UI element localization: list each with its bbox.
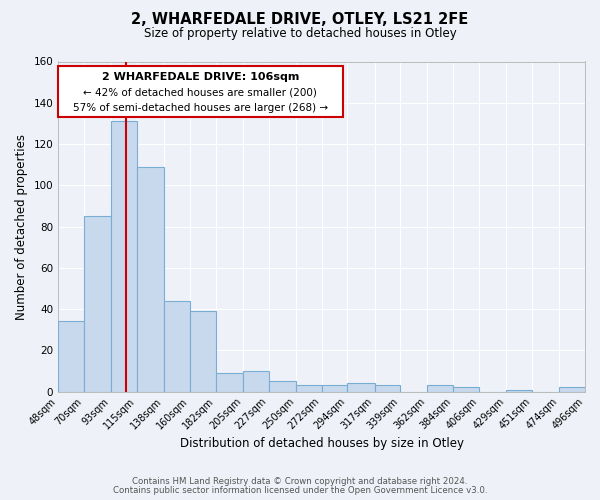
Text: Size of property relative to detached houses in Otley: Size of property relative to detached ho… bbox=[143, 28, 457, 40]
Bar bbox=[374, 386, 400, 392]
Bar bbox=[296, 386, 322, 392]
Bar bbox=[322, 386, 347, 392]
Text: ← 42% of detached houses are smaller (200): ← 42% of detached houses are smaller (20… bbox=[83, 88, 317, 98]
Bar bbox=[58, 322, 84, 392]
Bar bbox=[506, 390, 532, 392]
Bar bbox=[453, 388, 479, 392]
Bar bbox=[137, 166, 164, 392]
Bar bbox=[84, 216, 111, 392]
Bar bbox=[269, 382, 296, 392]
Text: 57% of semi-detached houses are larger (268) →: 57% of semi-detached houses are larger (… bbox=[73, 103, 328, 113]
Bar bbox=[347, 384, 374, 392]
Text: 2 WHARFEDALE DRIVE: 106sqm: 2 WHARFEDALE DRIVE: 106sqm bbox=[102, 72, 299, 82]
Bar bbox=[190, 311, 216, 392]
Bar bbox=[559, 388, 585, 392]
Bar bbox=[164, 301, 190, 392]
X-axis label: Distribution of detached houses by size in Otley: Distribution of detached houses by size … bbox=[179, 437, 464, 450]
Text: Contains HM Land Registry data © Crown copyright and database right 2024.: Contains HM Land Registry data © Crown c… bbox=[132, 477, 468, 486]
Y-axis label: Number of detached properties: Number of detached properties bbox=[15, 134, 28, 320]
Bar bbox=[427, 386, 453, 392]
Text: 2, WHARFEDALE DRIVE, OTLEY, LS21 2FE: 2, WHARFEDALE DRIVE, OTLEY, LS21 2FE bbox=[131, 12, 469, 28]
Bar bbox=[243, 371, 269, 392]
Bar bbox=[111, 122, 137, 392]
Bar bbox=[216, 373, 243, 392]
FancyBboxPatch shape bbox=[58, 66, 343, 117]
Text: Contains public sector information licensed under the Open Government Licence v3: Contains public sector information licen… bbox=[113, 486, 487, 495]
